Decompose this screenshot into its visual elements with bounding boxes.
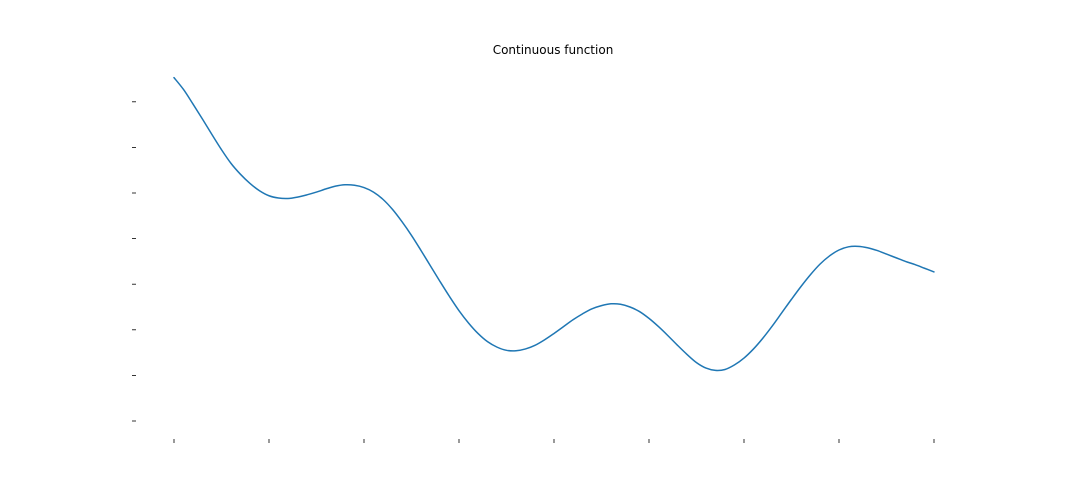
series-line-0: [173, 76, 935, 372]
chart-title: Continuous function: [493, 43, 614, 57]
x-axis-ticks: [173, 439, 935, 443]
plot-series: [173, 76, 935, 372]
y-axis-ticks: [132, 101, 136, 422]
